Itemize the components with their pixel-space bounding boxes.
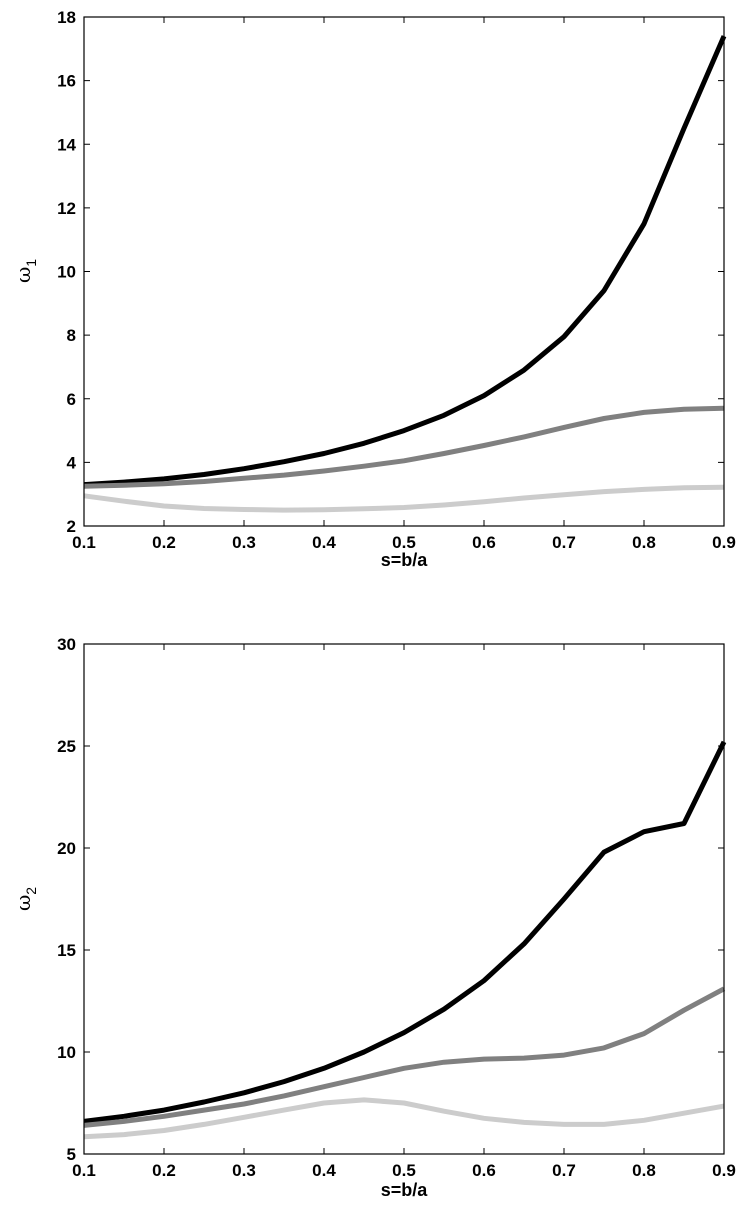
y-tick-label: 15 bbox=[57, 941, 76, 960]
x-axis-label: s=b/a bbox=[381, 550, 429, 570]
plot-area: 0.1 0.2 0.3 0.4 0.5 0.6 0.7 0.8 0.9 2 4 6 8 10 12 14 16… bbox=[57, 8, 736, 552]
y-axis-label: ω2 bbox=[11, 887, 39, 911]
chart-omega1: 0.1 0.2 0.3 0.4 0.5 0.6 0.7 0.8 0.9 2 4 6 8 10 12 14 16… bbox=[11, 8, 736, 570]
y-tick-label: 16 bbox=[57, 72, 76, 91]
y-tick-label: 20 bbox=[57, 839, 76, 858]
y-tick-label: 12 bbox=[57, 199, 76, 218]
x-tick-label: 0.7 bbox=[552, 1161, 576, 1180]
x-tick-label: 0.3 bbox=[232, 1161, 256, 1180]
y-ticks: 5 10 15 20 25 30 bbox=[57, 635, 724, 1164]
x-tick-label: 0.9 bbox=[712, 1161, 736, 1180]
series-layer bbox=[83, 740, 727, 1140]
x-tick-label: 0.5 bbox=[392, 533, 416, 552]
x-tick-label: 0.3 bbox=[232, 533, 256, 552]
y-axis-label-subscript: 2 bbox=[23, 887, 39, 895]
x-tick-label: 0.4 bbox=[312, 1161, 336, 1180]
y-tick-label: 10 bbox=[57, 263, 76, 282]
series-line-2 bbox=[83, 986, 726, 1128]
x-tick-label: 0.2 bbox=[152, 533, 176, 552]
axes-frame bbox=[83, 16, 725, 527]
y-tick-label: 18 bbox=[57, 8, 76, 27]
y-tick-label: 6 bbox=[67, 390, 76, 409]
y-axis-label: ω1 bbox=[11, 259, 39, 283]
series-line-2 bbox=[83, 405, 725, 489]
series-line-1 bbox=[83, 35, 727, 488]
y-tick-label: 5 bbox=[67, 1145, 76, 1164]
x-ticks: 0.1 0.2 0.3 0.4 0.5 0.6 0.7 0.8 0.9 bbox=[72, 644, 736, 1180]
x-ticks: 0.1 0.2 0.3 0.4 0.5 0.6 0.7 0.8 0.9 bbox=[72, 17, 736, 552]
series-line-3 bbox=[83, 484, 725, 513]
series-line-1 bbox=[83, 740, 727, 1124]
x-tick-label: 0.6 bbox=[472, 533, 496, 552]
y-tick-label: 2 bbox=[67, 517, 76, 536]
x-tick-label: 0.8 bbox=[632, 533, 656, 552]
y-tick-label: 25 bbox=[57, 737, 76, 756]
y-tick-label: 8 bbox=[67, 326, 76, 345]
y-axis-label-subscript: 1 bbox=[23, 259, 39, 267]
x-tick-label: 0.6 bbox=[472, 1161, 496, 1180]
series-line-3 bbox=[83, 1097, 725, 1140]
chart-omega2: 0.1 0.2 0.3 0.4 0.5 0.6 0.7 0.8 0.9 51015202530 … bbox=[11, 635, 736, 1200]
x-tick-label: 0.4 bbox=[312, 533, 336, 552]
x-tick-label: 0.7 bbox=[552, 533, 576, 552]
series-layer bbox=[83, 35, 727, 513]
x-tick-label: 0.8 bbox=[632, 1161, 656, 1180]
y-tick-label: 4 bbox=[67, 453, 77, 472]
y-tick-label: 30 bbox=[57, 635, 76, 654]
x-tick-label: 0.1 bbox=[72, 533, 96, 552]
x-tick-label: 0.1 bbox=[72, 1161, 96, 1180]
svg-text:ω1: ω1 bbox=[11, 259, 39, 283]
svg-text:ω2: ω2 bbox=[11, 887, 39, 911]
axes-frame bbox=[83, 643, 725, 1155]
x-axis-label: s=b/a bbox=[381, 1180, 429, 1200]
x-tick-label: 0.9 bbox=[712, 533, 736, 552]
x-tick-label: 0.5 bbox=[392, 1161, 416, 1180]
x-tick-label: 0.2 bbox=[152, 1161, 176, 1180]
y-axis-label-main: ω bbox=[11, 895, 35, 911]
y-tick-label: 10 bbox=[57, 1043, 76, 1062]
plot-area: 0.1 0.2 0.3 0.4 0.5 0.6 0.7 0.8 0.9 5 10 15 20 25 30 bbox=[57, 635, 736, 1180]
y-axis-label-main: ω bbox=[11, 267, 35, 283]
y-ticks: 2 4 6 8 10 12 14 16 18 bbox=[57, 8, 724, 536]
y-tick-label: 14 bbox=[57, 135, 76, 154]
